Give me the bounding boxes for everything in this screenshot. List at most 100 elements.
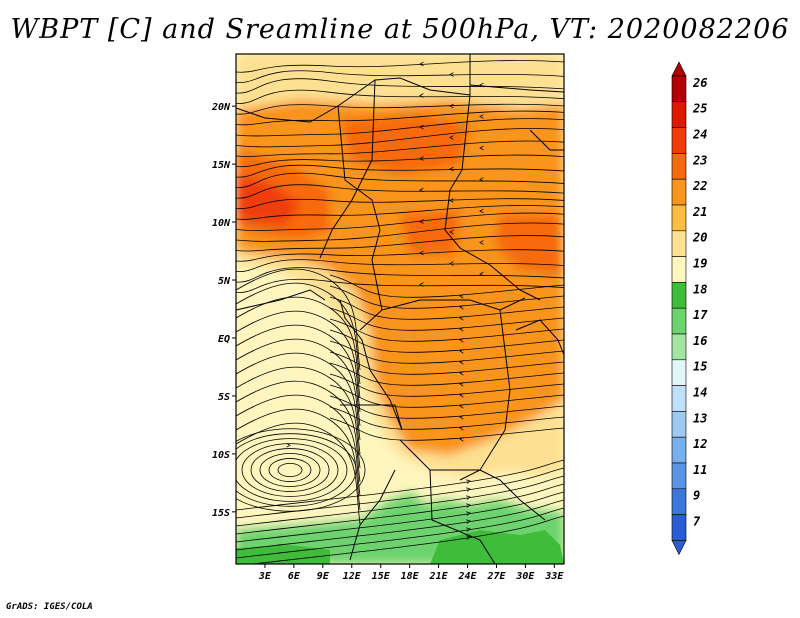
- colorbar-label: 25: [692, 102, 707, 116]
- colorbar: 26 25 24 23 22 21 20 19 18 17 16 15 14 13 12 11 9 7: [671, 61, 708, 556]
- colorbar-label: 18: [693, 282, 707, 296]
- streamline-arrow: [419, 93, 424, 98]
- streamline: [329, 362, 564, 386]
- colorbar-label: 21: [692, 205, 707, 219]
- streamline-arrow: [479, 145, 484, 151]
- map-frame: [235, 53, 565, 565]
- streamline-arrow: [466, 527, 471, 532]
- streamline: [236, 366, 361, 469]
- colorbar-label: 20: [692, 231, 707, 245]
- streamline: [329, 384, 564, 408]
- streamline-arrow: [459, 316, 464, 321]
- lat-tick-label: 15S: [212, 508, 230, 519]
- streamline-arrow: [449, 229, 454, 235]
- streamline-arrow: [466, 519, 471, 524]
- colorbar-label: 9: [693, 489, 700, 503]
- streamline-arrow: [466, 487, 471, 492]
- field-region-22-23-mid: [400, 210, 460, 255]
- border-line: [515, 319, 564, 356]
- lat-tick-label: EQ: [218, 334, 230, 345]
- streamline: [236, 475, 564, 527]
- streamline: [236, 491, 564, 543]
- colorbar-label: 13: [693, 411, 707, 425]
- streamline: [329, 329, 564, 353]
- streamline-arrow: [466, 495, 471, 500]
- colorbar-label: 14: [693, 386, 707, 400]
- streamline: [329, 285, 564, 309]
- lon-tick-label: 30E: [515, 571, 535, 582]
- colorbar-label: 23: [692, 153, 707, 167]
- streamline: [329, 296, 564, 320]
- footer-credit: GrADS: IGES/COLA: [6, 602, 93, 612]
- colorbar-swatch: [671, 385, 687, 412]
- streamline-arrow: [419, 187, 424, 193]
- border-line: [459, 309, 511, 481]
- streamline-arrow: [479, 82, 484, 88]
- colorbar-label: 16: [693, 334, 707, 348]
- streamline-arrow: [449, 261, 454, 266]
- streamline: [236, 459, 564, 511]
- streamline: [236, 110, 564, 126]
- streamline: [236, 467, 564, 519]
- streamline-arrow: [419, 124, 424, 130]
- streamline-arrow: [466, 503, 471, 508]
- colorbar-label: 24: [692, 128, 707, 142]
- colorbar-swatch: [671, 307, 687, 335]
- streamline-arrow: [459, 393, 464, 398]
- colorbar-label: 22: [692, 179, 707, 193]
- lon-tick-label: 18E: [401, 571, 420, 582]
- lon-tick-label: 24E: [457, 571, 477, 582]
- colorbar-label: 26: [692, 76, 707, 90]
- streamline: [236, 507, 564, 559]
- streamline-arrow: [466, 511, 471, 516]
- colorbar-swatch: [671, 127, 687, 154]
- streamline: [329, 340, 564, 364]
- streamline-arrow: [479, 208, 484, 214]
- streamline: [236, 499, 564, 551]
- colorbar-swatch: [671, 514, 687, 541]
- colorbar-swatch: [671, 411, 687, 438]
- streamline: [236, 422, 361, 525]
- streamline-arrow: [479, 271, 484, 277]
- colorbar-label: 17: [693, 308, 708, 322]
- colorbar-label: 12: [693, 437, 707, 451]
- streamline: [249, 515, 564, 564]
- colorbar-swatch: [671, 436, 687, 464]
- streamline-arrow: [419, 282, 424, 287]
- streamline: [236, 408, 361, 511]
- streamline-arrow: [419, 219, 424, 224]
- streamline: [236, 394, 361, 497]
- streamline: [236, 103, 564, 115]
- streamline-arrow: [459, 371, 464, 376]
- country-borders: [236, 54, 564, 564]
- streamline: [329, 307, 564, 331]
- streamline-arrow: [459, 338, 464, 343]
- border-line: [381, 297, 526, 311]
- border-line: [349, 469, 396, 561]
- border-line: [236, 77, 471, 123]
- streamline-arrow: [459, 404, 464, 409]
- streamline-arrow: [479, 177, 484, 182]
- streamline: [236, 310, 361, 413]
- streamline: [268, 458, 312, 482]
- colorbar-swatch: [671, 488, 687, 515]
- streamline: [236, 70, 564, 83]
- border-line: [319, 79, 376, 259]
- streamline: [236, 380, 361, 483]
- streamline-arrow: [459, 426, 464, 431]
- colorbar-swatch: [671, 359, 687, 386]
- colorbar-swatch: [671, 204, 687, 232]
- streamline: [236, 259, 564, 272]
- streamline-arrow: [459, 437, 464, 442]
- border-line: [236, 289, 326, 311]
- lat-tick-label: 10N: [212, 218, 231, 229]
- lon-tick-label: 33E: [544, 571, 564, 582]
- streamline-arrow: [466, 479, 471, 484]
- streamline: [241, 443, 339, 497]
- lon-tick-label: 15E: [372, 571, 391, 582]
- colorbar-label: 11: [693, 463, 707, 477]
- streamline: [236, 338, 361, 441]
- streamline-arrow: [479, 240, 484, 245]
- streamline-arrow: [419, 61, 424, 67]
